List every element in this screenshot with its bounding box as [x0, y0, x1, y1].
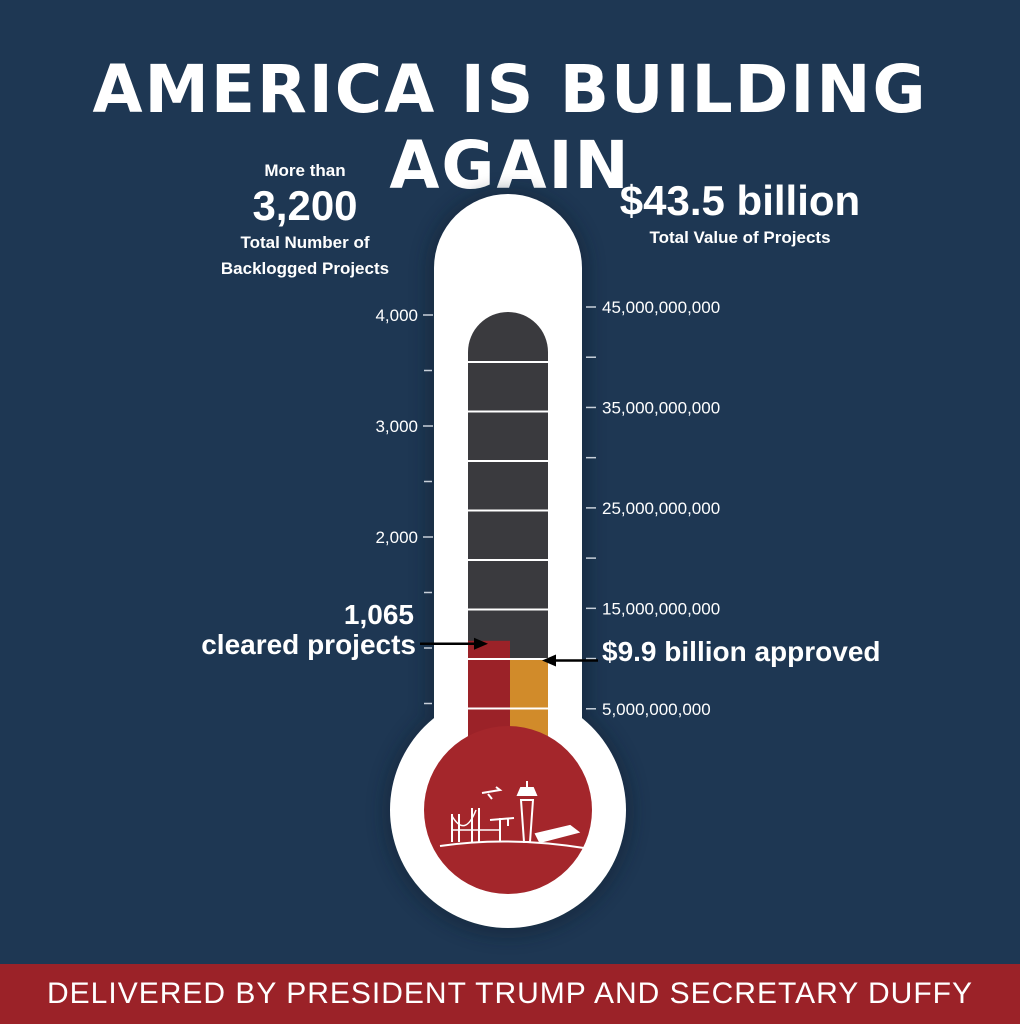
cleared-projects-label: cleared projects: [201, 629, 416, 660]
footer-banner: DELIVERED BY PRESIDENT TRUMP AND SECRETA…: [0, 964, 1020, 1024]
total-projects-value: 3,200: [252, 182, 358, 229]
cleared-projects-arrowhead: [474, 637, 488, 650]
total-value-value: $43.5 billion: [619, 177, 861, 224]
left-axis-tick-label: 4,000: [375, 306, 418, 325]
total-value-stat: $43.5 billion Total Value of Projects: [580, 176, 900, 250]
thermometer-bulb: [424, 726, 592, 894]
total-projects-label-2: Backlogged Projects: [220, 259, 390, 278]
right-axis-tick-label: 15,000,000,000: [602, 599, 720, 618]
total-projects-label-1: Total Number of: [240, 233, 370, 252]
right-axis-tick-label: 5,000,000,000: [602, 700, 711, 719]
total-projects-prefix: More than: [264, 161, 346, 180]
total-value-label: Total Value of Projects: [649, 228, 831, 247]
approved-value-arrowhead: [542, 654, 556, 667]
right-axis-tick-label: 45,000,000,000: [602, 298, 720, 317]
right-axis-tick-label: 35,000,000,000: [602, 398, 720, 417]
total-projects-stat: More than 3,200 Total Number of Backlogg…: [205, 160, 405, 282]
page-title: AMERICA IS BUILDING AGAIN: [92, 51, 928, 204]
cleared-projects-annotation: 1,065 cleared projects: [160, 600, 416, 660]
cleared-projects-value: 1,065: [343, 599, 414, 630]
right-axis-tick-label: 25,000,000,000: [602, 499, 720, 518]
left-axis-tick-label: 3,000: [375, 417, 418, 436]
left-axis-tick-label: 2,000: [375, 528, 418, 547]
infrastructure-icon: [439, 781, 585, 849]
approved-value-annotation: $9.9 billion approved: [602, 636, 881, 667]
thermometer-chart: 4,000 3,000 2,000 45,000,000,000 35,000,000…: [375, 188, 720, 938]
